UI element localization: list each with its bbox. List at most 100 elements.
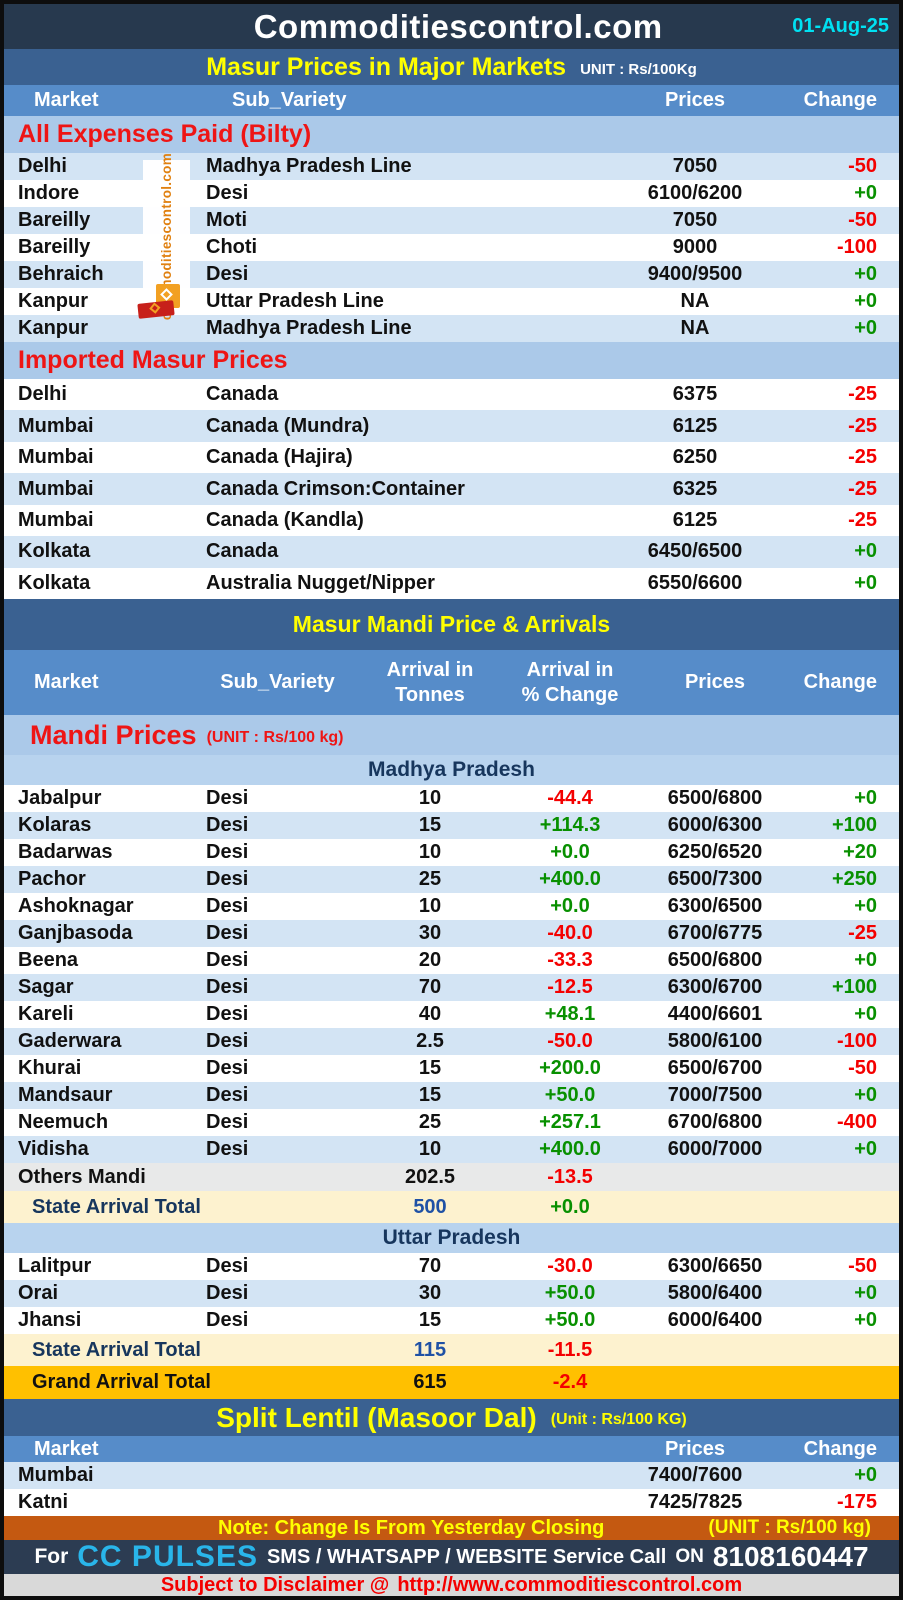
- arrival-pct-cell: -33.3: [547, 949, 593, 972]
- change-cell: +0: [854, 1084, 877, 1107]
- change-cell: +0: [854, 1282, 877, 1305]
- table-row: Jabalpur Desi 10 -44.4 6500/6800 +0: [4, 785, 899, 813]
- arrival-pct-cell: -44.4: [547, 787, 593, 810]
- market-cell: Badarwas: [18, 841, 113, 864]
- tonnes-cell: 2.5: [416, 1030, 444, 1053]
- brand-logo-icon: [134, 284, 190, 324]
- variety-cell: Choti: [206, 236, 258, 258]
- change-cell: -25: [848, 414, 877, 437]
- market-cell: Khurai: [18, 1057, 82, 1080]
- price-cell: 6250/6520: [667, 841, 763, 864]
- variety-cell: Desi: [206, 263, 249, 285]
- footer-services: SMS / WHATSAPP / WEBSITE Service Call: [266, 1545, 667, 1568]
- change-cell: +0: [854, 1003, 877, 1026]
- market-cell: Sagar: [18, 976, 74, 999]
- market-cell: Kanpur: [18, 317, 88, 339]
- variety-cell: Uttar Pradesh Line: [206, 290, 384, 312]
- variety-cell: Canada (Hajira): [206, 446, 353, 469]
- price-cell: 6500/6800: [667, 787, 763, 810]
- table-row: Ashoknagar Desi 10 +0.0 6300/6500 +0: [4, 893, 899, 921]
- variety-cell: Canada (Kandla): [206, 508, 364, 531]
- disclaimer-link[interactable]: http://www.commoditiescontrol.com: [397, 1574, 743, 1597]
- change-cell: -50: [848, 209, 877, 231]
- variety-cell: Australia Nugget/Nipper: [206, 571, 435, 594]
- change-cell: +0: [854, 571, 877, 594]
- arrival-pct-cell: -50.0: [547, 1030, 593, 1053]
- mandi-band: Masur Mandi Price & Arrivals: [4, 599, 899, 651]
- table-row: Mumbai Canada (Hajira) 6250 -25: [4, 441, 899, 474]
- variety-cell: Madhya Pradesh Line: [206, 155, 412, 177]
- market-cell: Delhi: [18, 155, 67, 177]
- tonnes-cell: 15: [418, 1084, 442, 1107]
- column-prices: Prices: [664, 89, 726, 111]
- arrival-pct-cell: +48.1: [544, 1003, 596, 1026]
- variety-cell: Desi: [206, 182, 249, 204]
- market-cell: Katni: [18, 1491, 68, 1514]
- price-cell: 6500/6800: [667, 949, 763, 972]
- price-cell: 6325: [672, 477, 718, 500]
- price-cell: 6000/6300: [667, 814, 763, 837]
- change-cell: +20: [843, 841, 877, 864]
- variety-cell: Moti: [206, 209, 248, 231]
- change-cell: -25: [848, 446, 877, 469]
- arrival-pct-cell: -40.0: [547, 922, 593, 945]
- column-change: Change: [803, 671, 877, 694]
- market-cell: Orai: [18, 1282, 59, 1305]
- market-cell: Neemuch: [18, 1111, 109, 1134]
- table-row: Gaderwara Desi 2.5 -50.0 5800/6100 -100: [4, 1028, 899, 1056]
- variety-cell: Desi: [206, 949, 249, 972]
- table-row: Badarwas Desi 10 +0.0 6250/6520 +20: [4, 839, 899, 867]
- grand-total-row: Grand Arrival Total 615 -2.4: [4, 1366, 899, 1400]
- change-cell: -100: [836, 236, 877, 258]
- change-cell: +250: [831, 868, 877, 891]
- price-cell: 7400/7600: [647, 1464, 743, 1487]
- market-cell: Mandsaur: [18, 1084, 113, 1107]
- change-cell: -25: [848, 922, 877, 945]
- section1-title: Masur Prices in Major Markets: [206, 52, 567, 81]
- price-cell: 6500/7300: [667, 868, 763, 891]
- arrival-pct-cell: +257.1: [539, 1111, 601, 1134]
- app-title: Commoditiescontrol.com: [253, 7, 663, 45]
- change-cell: +0: [854, 895, 877, 918]
- change-cell: +0: [854, 290, 877, 312]
- price-cell: 6125: [672, 508, 718, 531]
- market-cell: Bareilly: [18, 236, 91, 258]
- arrival-pct-cell: -11.5: [547, 1338, 593, 1361]
- variety-cell: Canada: [206, 540, 279, 563]
- price-cell: NA: [680, 317, 710, 339]
- price-cell: 6700/6775: [667, 922, 763, 945]
- arrival-pct-cell: +0.0: [550, 895, 590, 918]
- state-total-row: State Arrival Total 500 +0.0: [4, 1191, 899, 1224]
- table-row: Sagar Desi 70 -12.5 6300/6700 +100: [4, 974, 899, 1002]
- tonnes-cell: 25: [418, 1111, 442, 1134]
- market-cell: Lalitpur: [18, 1255, 92, 1278]
- market-cell: Kolaras: [18, 814, 92, 837]
- section3-unit: (Unit : Rs/100 KG): [550, 1410, 687, 1428]
- change-cell: +100: [831, 976, 877, 999]
- tonnes-cell: 15: [418, 814, 442, 837]
- price-cell: 7050: [672, 209, 718, 231]
- column-market: Market: [34, 671, 99, 694]
- table-row: Vidisha Desi 10 +400.0 6000/7000 +0: [4, 1136, 899, 1164]
- column-sub-variety: Sub_Variety: [232, 89, 347, 111]
- mandi-prices-label: Mandi Prices: [30, 719, 197, 750]
- market-cell: Mumbai: [18, 446, 94, 469]
- column-market: Market: [34, 89, 99, 111]
- variety-cell: Canada Crimson:Container: [206, 477, 465, 500]
- others-mandi-row: Others Mandi 202.5 -13.5: [4, 1163, 899, 1192]
- change-cell: -175: [836, 1491, 877, 1514]
- price-cell: 6300/6700: [667, 976, 763, 999]
- table-row: Indore Desi 6100/6200 +0: [4, 180, 899, 207]
- market-cell: Indore: [18, 182, 80, 204]
- section3-title: Split Lentil (Masoor Dal): [216, 1401, 537, 1433]
- market-cell: Kanpur: [18, 290, 88, 312]
- group-header: All Expenses Paid (Bilty): [4, 116, 899, 153]
- arrival-pct-cell: +50.0: [544, 1309, 596, 1332]
- market-cell: Kareli: [18, 1003, 74, 1026]
- footer-for-label: For: [34, 1545, 69, 1569]
- change-cell: +0: [854, 1309, 877, 1332]
- arrival-pct-cell: +0.0: [550, 1195, 590, 1218]
- price-cell: NA: [680, 290, 710, 312]
- split-column-header: Market Prices Change: [4, 1436, 899, 1463]
- label-cell: State Arrival Total: [32, 1195, 201, 1218]
